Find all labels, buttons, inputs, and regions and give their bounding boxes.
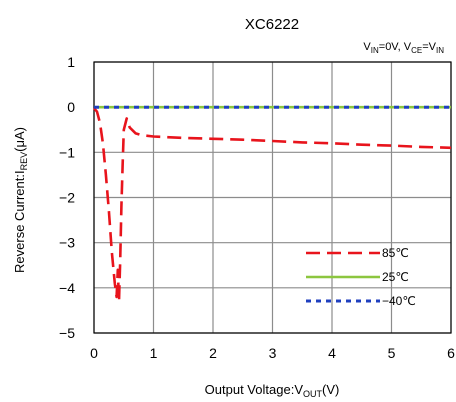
legend-label-2: −40℃ (382, 294, 416, 308)
tick-labels: 0 1 2 3 4 5 6 1 0 −1 −2 −3 −4 −5 (59, 54, 455, 361)
x-axis-label-subscript: OUT (303, 389, 323, 399)
legend-label-1: 25℃ (382, 270, 409, 284)
x-tick-label-3: 3 (269, 345, 277, 361)
x-axis-label-unit: (V) (322, 382, 339, 397)
condition-vce-rhs-subscript: IN (436, 46, 444, 55)
grid (94, 62, 451, 333)
x-axis-label: Output Voltage:VOUT(V) (205, 382, 340, 399)
y-tick-label-3: −2 (59, 190, 75, 206)
y-tick-label-2: −1 (59, 144, 75, 160)
y-axis-label-unit: (μA) (12, 127, 27, 152)
condition-vin-subscript: IN (371, 46, 379, 55)
x-tick-label-0: 0 (90, 345, 98, 361)
condition-vin-equals: =0V, (379, 41, 404, 53)
chart-title: XC6222 (245, 16, 299, 33)
x-axis-label-symbol: V (294, 382, 303, 397)
y-axis-label-main: Reverse Current (12, 177, 27, 273)
x-tick-label-1: 1 (150, 345, 158, 361)
condition-vce-subscript: CE (411, 46, 422, 55)
y-tick-label-6: −5 (59, 325, 75, 341)
x-axis-label-main: Output Voltage (205, 382, 291, 397)
legend-label-0: 85℃ (382, 246, 409, 260)
legend: 85℃ 25℃ −40℃ (306, 246, 416, 308)
y-tick-label-4: −3 (59, 235, 75, 251)
x-tick-label-6: 6 (447, 345, 455, 361)
x-tick-label-4: 4 (328, 345, 336, 361)
y-tick-label-0: 1 (67, 54, 75, 70)
y-tick-label-5: −4 (59, 280, 75, 296)
y-tick-label-1: 0 (67, 99, 75, 115)
condition-label: VIN=0V, VCE=VIN (363, 41, 444, 55)
x-tick-label-5: 5 (388, 345, 396, 361)
y-axis-label-subscript: REV (19, 152, 29, 171)
x-tick-label-2: 2 (209, 345, 217, 361)
y-axis-label: Reverse Current:IREV(μA) (12, 127, 29, 273)
